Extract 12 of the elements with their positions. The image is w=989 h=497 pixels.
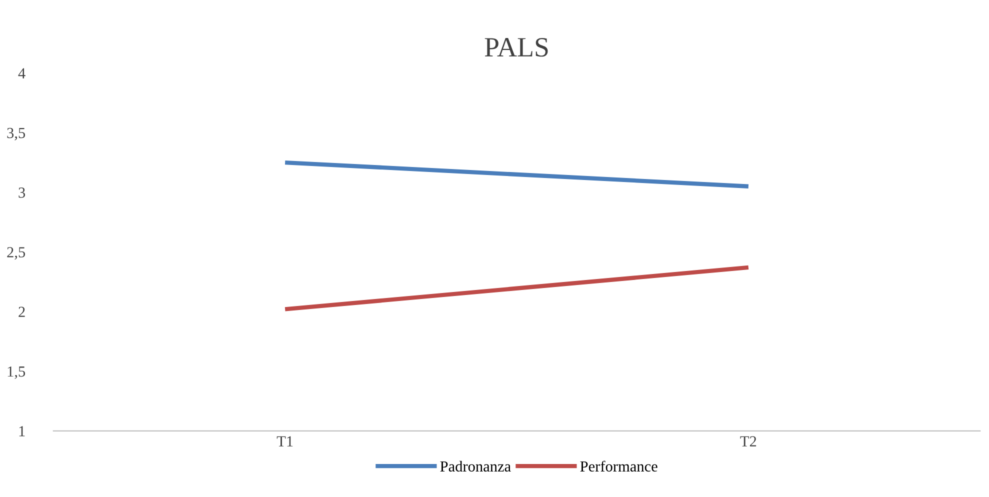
legend-label: Performance [580, 460, 658, 472]
y-tick-label: 1 [19, 426, 25, 436]
y-tick-label: 3 [18, 188, 26, 198]
legend-label: Padronanza [440, 460, 511, 472]
x-tick-label: T2 [740, 436, 756, 446]
x-tick-label: T1 [276, 436, 293, 446]
chart-title: PALS [484, 38, 548, 57]
y-tick-label: 1,5 [8, 366, 26, 379]
y-tick-label: 2,5 [7, 247, 26, 260]
y-tick-label: 2 [18, 306, 25, 317]
y-tick-label: 3,5 [7, 128, 26, 140]
y-tick-label: 4 [18, 68, 26, 78]
